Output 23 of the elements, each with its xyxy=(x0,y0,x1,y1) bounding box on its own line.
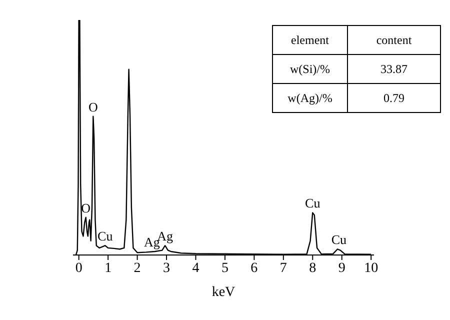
text: 0.79 xyxy=(348,84,440,112)
annotation: O xyxy=(88,99,98,114)
x-tick-label: 3 xyxy=(163,260,170,276)
annotation: element xyxy=(272,26,348,54)
x-tick-label: 6 xyxy=(250,260,258,276)
x-tick-label: 10 xyxy=(364,260,378,276)
annotation: w(Si)/% xyxy=(272,54,348,84)
x-tick-label: 4 xyxy=(192,260,200,276)
x-tick-label: 8 xyxy=(309,260,316,276)
x-tick-label: 9 xyxy=(338,260,346,276)
x-tick-label: 7 xyxy=(280,260,287,276)
x-tick-label: 0 xyxy=(75,260,82,276)
x-tick-label: 5 xyxy=(221,260,228,276)
text: content xyxy=(348,26,440,54)
x-axis-title: keV xyxy=(212,285,236,300)
annotation: Cu xyxy=(331,232,348,248)
text: 33.87 xyxy=(348,54,440,84)
annotation: O xyxy=(81,200,91,216)
annotation: Cu xyxy=(305,196,321,211)
annotation: w(Ag)/% xyxy=(272,84,348,112)
x-tick-label: 1 xyxy=(104,260,112,276)
annotation: Cu xyxy=(98,228,114,244)
x-tick-label: 2 xyxy=(134,260,141,276)
